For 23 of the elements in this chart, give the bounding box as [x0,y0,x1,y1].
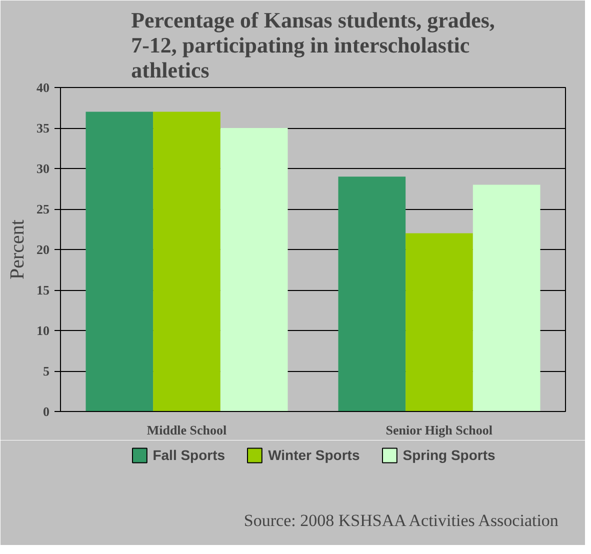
y-tick-label: 10 [36,323,50,338]
y-tick-label: 0 [43,404,50,419]
y-tick-label: 30 [36,161,50,176]
x-tick-label: Middle School [146,422,228,438]
legend-label: Spring Sports [402,447,496,463]
y-tick-label: 20 [36,242,50,257]
legend-label: Fall Sports [152,447,226,463]
y-tick-label: 25 [36,202,50,216]
chart-title: Percentage of Kansas students, grades, 7-12, participating in interscholastic athletics [131,8,495,82]
bar [86,112,154,412]
bar [472,184,540,412]
y-axis-title: Percent [6,219,28,280]
x-tick-label: Senior High School [386,422,493,438]
bar [153,112,220,412]
y-tick-label: 40 [36,80,50,95]
source-note: Source: 2008 KSHSAA Activities Association [244,510,559,530]
bar [338,176,406,412]
legend-label: Winter Sports [268,447,360,463]
bar [220,128,288,412]
y-tick-label: 15 [36,282,50,298]
y-tick-label: 35 [36,120,50,136]
y-tick-label: 5 [43,364,50,378]
bar [406,233,473,412]
